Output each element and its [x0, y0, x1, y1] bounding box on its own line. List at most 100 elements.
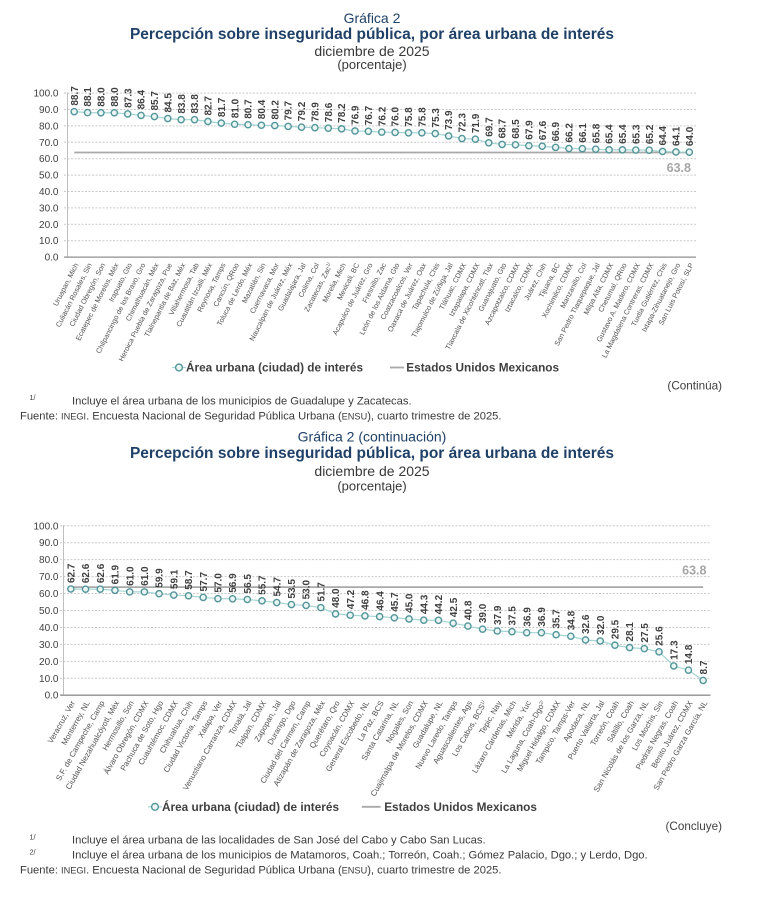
- svg-text:Gráfica 2 (continuación): Gráfica 2 (continuación): [298, 429, 447, 445]
- svg-text:75.3: 75.3: [431, 108, 442, 128]
- svg-text:(Concluye): (Concluye): [665, 820, 722, 833]
- svg-text:36.9: 36.9: [537, 607, 548, 627]
- svg-text:62.6: 62.6: [96, 563, 107, 583]
- svg-text:2/: 2/: [30, 848, 37, 857]
- svg-text:(porcentaje): (porcentaje): [337, 478, 406, 493]
- svg-text:88.1: 88.1: [83, 87, 94, 107]
- svg-text:53.0: 53.0: [302, 580, 313, 600]
- svg-text:75.8: 75.8: [417, 107, 428, 127]
- svg-text:40.8: 40.8: [463, 600, 474, 620]
- svg-text:65.8: 65.8: [591, 123, 602, 143]
- svg-text:27.5: 27.5: [640, 623, 651, 643]
- svg-text:35.7: 35.7: [552, 609, 563, 629]
- svg-text:79.7: 79.7: [284, 100, 295, 120]
- svg-text:Percepción sobre inseguridad p: Percepción sobre inseguridad pública, po…: [130, 26, 614, 43]
- svg-text:25.6: 25.6: [655, 626, 666, 646]
- svg-text:75.8: 75.8: [404, 107, 415, 127]
- svg-text:64.4: 64.4: [658, 126, 669, 146]
- svg-text:100.0: 100.0: [33, 89, 58, 100]
- svg-text:88.7: 88.7: [70, 86, 81, 106]
- svg-text:65.4: 65.4: [618, 124, 629, 144]
- svg-text:84.5: 84.5: [163, 93, 174, 113]
- svg-text:57.0: 57.0: [214, 573, 225, 593]
- svg-text:61.9: 61.9: [111, 564, 122, 584]
- svg-text:32.0: 32.0: [596, 615, 607, 635]
- svg-text:44.2: 44.2: [434, 594, 445, 614]
- svg-text:30.0: 30.0: [39, 203, 59, 214]
- svg-text:72.3: 72.3: [458, 113, 469, 133]
- svg-text:65.3: 65.3: [631, 124, 642, 144]
- svg-text:86.4: 86.4: [137, 89, 148, 109]
- svg-text:76.7: 76.7: [364, 105, 375, 125]
- svg-text:37.5: 37.5: [508, 606, 519, 626]
- svg-text:36.9: 36.9: [522, 607, 533, 627]
- svg-text:53.5: 53.5: [287, 579, 298, 599]
- svg-text:90.0: 90.0: [39, 105, 59, 116]
- svg-text:61.0: 61.0: [140, 566, 151, 586]
- svg-text:1/: 1/: [30, 833, 37, 842]
- svg-text:70.0: 70.0: [39, 138, 59, 149]
- svg-text:47.2: 47.2: [346, 589, 357, 609]
- svg-text:10.0: 10.0: [39, 674, 59, 685]
- svg-text:Gráfica 2: Gráfica 2: [344, 10, 401, 26]
- svg-text:76.9: 76.9: [351, 105, 362, 125]
- svg-text:37.9: 37.9: [493, 605, 504, 625]
- svg-text:68.5: 68.5: [511, 119, 522, 139]
- svg-text:Incluye el área urbana de las: Incluye el área urbana de las localidade…: [72, 835, 486, 847]
- svg-text:56.5: 56.5: [243, 574, 254, 594]
- svg-text:46.4: 46.4: [375, 591, 386, 611]
- svg-text:88.0: 88.0: [110, 87, 121, 107]
- svg-text:85.7: 85.7: [150, 91, 161, 111]
- svg-text:67.9: 67.9: [524, 120, 535, 140]
- svg-text:88.0: 88.0: [97, 87, 108, 107]
- svg-text:100.0: 100.0: [33, 521, 58, 532]
- svg-text:62.7: 62.7: [66, 563, 77, 583]
- svg-text:80.0: 80.0: [39, 555, 59, 566]
- svg-text:67.6: 67.6: [538, 120, 549, 140]
- svg-text:Área urbana (ciudad) de interé: Área urbana (ciudad) de interés: [186, 361, 363, 375]
- svg-text:Percepción sobre inseguridad p: Percepción sobre inseguridad pública, po…: [130, 445, 614, 462]
- svg-text:0.0: 0.0: [45, 691, 59, 702]
- svg-text:76.2: 76.2: [377, 106, 388, 126]
- svg-text:1/: 1/: [30, 393, 37, 402]
- svg-text:82.7: 82.7: [204, 96, 215, 116]
- svg-text:79.2: 79.2: [297, 101, 308, 121]
- svg-text:65.4: 65.4: [605, 124, 616, 144]
- svg-text:63.8: 63.8: [682, 564, 706, 578]
- svg-text:62.6: 62.6: [81, 563, 92, 583]
- svg-text:29.5: 29.5: [611, 619, 622, 639]
- svg-text:8.7: 8.7: [699, 660, 710, 674]
- svg-text:(porcentaje): (porcentaje): [337, 57, 406, 72]
- svg-text:81.0: 81.0: [230, 98, 241, 118]
- svg-text:60.0: 60.0: [39, 589, 59, 600]
- svg-text:58.7: 58.7: [184, 570, 195, 590]
- svg-text:70.0: 70.0: [39, 572, 59, 583]
- svg-text:14.8: 14.8: [684, 644, 695, 664]
- svg-text:68.7: 68.7: [498, 119, 509, 139]
- svg-text:83.8: 83.8: [190, 94, 201, 114]
- svg-text:80.2: 80.2: [270, 100, 281, 120]
- svg-text:46.8: 46.8: [361, 590, 372, 610]
- svg-text:39.0: 39.0: [478, 603, 489, 623]
- svg-text:83.8: 83.8: [177, 94, 188, 114]
- svg-text:61.0: 61.0: [125, 566, 136, 586]
- svg-text:57.7: 57.7: [199, 572, 210, 592]
- svg-text:34.8: 34.8: [566, 610, 577, 630]
- svg-text:78.2: 78.2: [337, 103, 348, 123]
- svg-text:63.8: 63.8: [667, 161, 691, 175]
- svg-text:69.7: 69.7: [484, 117, 495, 137]
- svg-text:78.9: 78.9: [310, 102, 321, 122]
- svg-text:45.0: 45.0: [405, 593, 416, 613]
- svg-text:Incluye el área urbana de los: Incluye el área urbana de los municipios…: [72, 850, 648, 862]
- svg-text:40.0: 40.0: [39, 623, 59, 634]
- svg-text:59.9: 59.9: [155, 568, 166, 588]
- svg-text:48.0: 48.0: [331, 588, 342, 608]
- svg-text:20.0: 20.0: [39, 657, 59, 668]
- svg-text:71.9: 71.9: [471, 113, 482, 133]
- svg-text:76.0: 76.0: [391, 107, 402, 127]
- svg-text:50.0: 50.0: [39, 171, 59, 182]
- svg-text:diciembre de 2025: diciembre de 2025: [314, 43, 429, 59]
- svg-text:66.9: 66.9: [551, 121, 562, 141]
- svg-text:32.6: 32.6: [581, 614, 592, 634]
- svg-text:73.9: 73.9: [444, 110, 455, 130]
